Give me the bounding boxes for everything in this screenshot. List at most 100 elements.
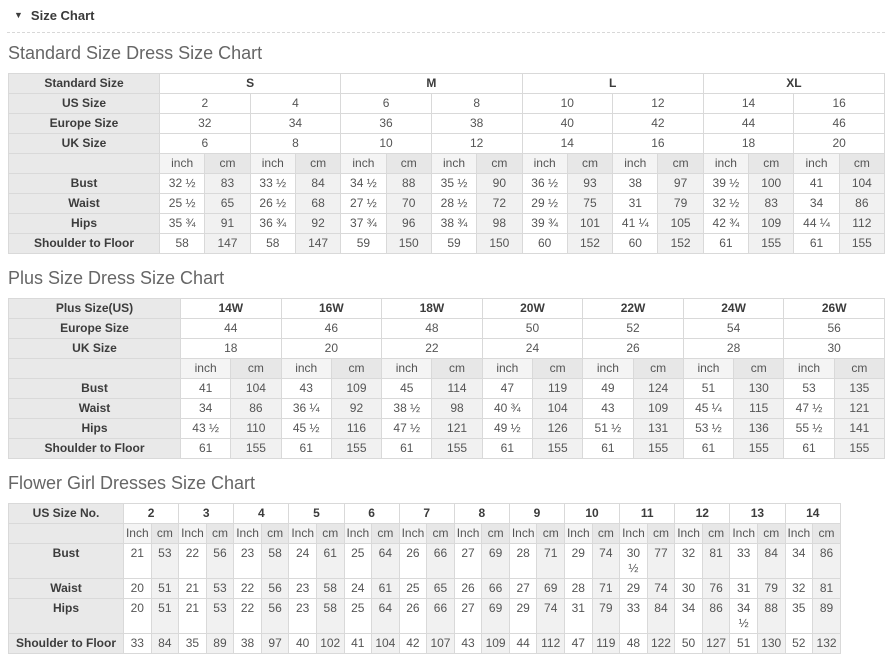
row-label-cell: Bust	[8, 543, 124, 579]
header-row: Standard Size S M L XL	[8, 73, 886, 94]
measurement-row: Shoulder to Floor 61 155 61 155 61 155 61 155 61 1…	[8, 438, 886, 459]
inch-value-cell: 23	[288, 578, 317, 599]
unit-inch-cell: Inch	[123, 523, 152, 544]
unit-cm-cell: cm	[315, 523, 345, 544]
row-label-cell: US Size No.	[8, 503, 124, 524]
inch-value-cell: 34 ½	[340, 173, 387, 194]
inch-value-cell: 20	[123, 598, 152, 634]
size-group-cell: 6	[343, 503, 400, 524]
cm-value-cell: 92	[330, 398, 383, 419]
size-value-cell: 56	[783, 318, 885, 339]
size-group-cell: 5	[288, 503, 345, 524]
inch-value-cell: 51	[729, 633, 758, 654]
unit-inch-cell: inch	[249, 153, 296, 174]
cm-value-cell: 64	[371, 598, 400, 634]
cm-value-cell: 56	[260, 598, 290, 634]
size-group-cell: 22W	[582, 298, 684, 319]
size-chart-collapse-header[interactable]: ▼ Size Chart	[7, 4, 885, 30]
inch-value-cell: 38	[233, 633, 262, 654]
cm-value-cell: 147	[204, 233, 251, 254]
size-value-cell: 10	[521, 93, 614, 114]
inch-value-cell: 20	[123, 578, 152, 599]
flower-girl-section: Flower Girl Dresses Size Chart US Size N…	[7, 473, 885, 654]
cm-value-cell: 77	[646, 543, 676, 579]
size-value-cell: 46	[793, 113, 885, 134]
cm-value-cell: 93	[566, 173, 614, 194]
unit-cm-cell: cm	[385, 153, 432, 174]
cm-value-cell: 58	[260, 543, 290, 579]
inch-value-cell: 34	[179, 398, 232, 419]
inch-value-cell: 26 ½	[249, 193, 296, 214]
cm-value-cell: 71	[536, 543, 565, 579]
inch-value-cell: 24	[343, 578, 373, 599]
size-value-cell: 6	[159, 133, 251, 154]
size-value-cell: 30	[783, 338, 885, 359]
size-value-cell: 52	[582, 318, 684, 339]
row-label-cell: Europe Size	[8, 113, 160, 134]
cm-value-cell: 124	[632, 378, 684, 399]
unit-cm-cell: cm	[657, 153, 704, 174]
header-row: Europe Size 32 34 36 38 40 42 44 46	[8, 113, 885, 134]
cm-value-cell: 61	[371, 578, 400, 599]
row-label-cell: Bust	[8, 378, 181, 399]
header-row: UK Size 6 8 10 12 14 16 18 20	[8, 133, 885, 154]
inch-value-cell: 53	[783, 378, 835, 399]
cm-value-cell: 135	[833, 378, 886, 399]
row-label-cell: Shoulder to Floor	[8, 438, 181, 459]
unit-inch-cell: Inch	[398, 523, 428, 544]
inch-value-cell: 22	[233, 578, 262, 599]
cm-value-cell: 92	[294, 213, 342, 234]
size-value-cell: 20	[793, 133, 885, 154]
size-group-cell: 9	[508, 503, 566, 524]
inch-value-cell: 45	[381, 378, 433, 399]
inch-value-cell: 38	[612, 173, 659, 194]
inch-value-cell: 48	[619, 633, 648, 654]
cm-value-cell: 86	[838, 193, 886, 214]
cm-value-cell: 69	[481, 543, 510, 579]
unit-inch-cell: Inch	[343, 523, 373, 544]
flower-girl-heading: Flower Girl Dresses Size Chart	[8, 473, 256, 493]
size-value-cell: 36	[340, 113, 432, 134]
inch-value-cell: 47 ½	[381, 418, 433, 439]
cm-value-cell: 98	[476, 213, 523, 234]
cm-value-cell: 96	[385, 213, 432, 234]
cm-value-cell: 84	[756, 543, 786, 579]
inch-value-cell: 61	[682, 438, 735, 459]
inch-value-cell: 50	[674, 633, 703, 654]
size-value-cell: 6	[340, 93, 432, 114]
cm-value-cell: 74	[591, 543, 621, 579]
cm-value-cell: 155	[838, 233, 886, 254]
size-group-cell: S	[158, 73, 342, 94]
cm-value-cell: 101	[566, 213, 614, 234]
inch-value-cell: 45 ¼	[682, 398, 735, 419]
cm-value-cell: 115	[733, 398, 785, 419]
inch-value-cell: 26	[453, 578, 483, 599]
cm-value-cell: 141	[833, 418, 886, 439]
dashed-divider	[7, 32, 885, 33]
cm-value-cell: 97	[260, 633, 290, 654]
inch-value-cell: 30	[674, 578, 703, 599]
unit-inch-cell: inch	[430, 153, 478, 174]
standard-size-table: Standard Size S M L XL US Size 2 4 6 8 10 12 14 16 Eur…	[8, 73, 886, 254]
unit-cm-cell: cm	[566, 153, 614, 174]
unit-cm-cell: cm	[205, 523, 235, 544]
unit-inch-cell: Inch	[729, 523, 758, 544]
cm-value-cell: 102	[315, 633, 345, 654]
size-group-cell: 7	[398, 503, 455, 524]
inch-value-cell: 21	[178, 598, 207, 634]
cm-value-cell: 69	[536, 578, 565, 599]
unit-cm-cell: cm	[230, 358, 282, 379]
row-label-cell	[8, 358, 181, 379]
cm-value-cell: 79	[756, 578, 786, 599]
unit-inch-cell: inch	[793, 153, 840, 174]
cm-value-cell: 104	[838, 173, 886, 194]
inch-value-cell: 47 ½	[783, 398, 835, 419]
unit-inch-cell: inch	[612, 153, 659, 174]
cm-value-cell: 132	[812, 633, 841, 654]
cm-value-cell: 109	[481, 633, 510, 654]
cm-value-cell: 65	[426, 578, 455, 599]
unit-cm-cell: cm	[756, 523, 786, 544]
row-label-cell: Hips	[8, 598, 124, 634]
unit-inch-cell: inch	[682, 358, 735, 379]
inch-value-cell: 53 ½	[682, 418, 735, 439]
